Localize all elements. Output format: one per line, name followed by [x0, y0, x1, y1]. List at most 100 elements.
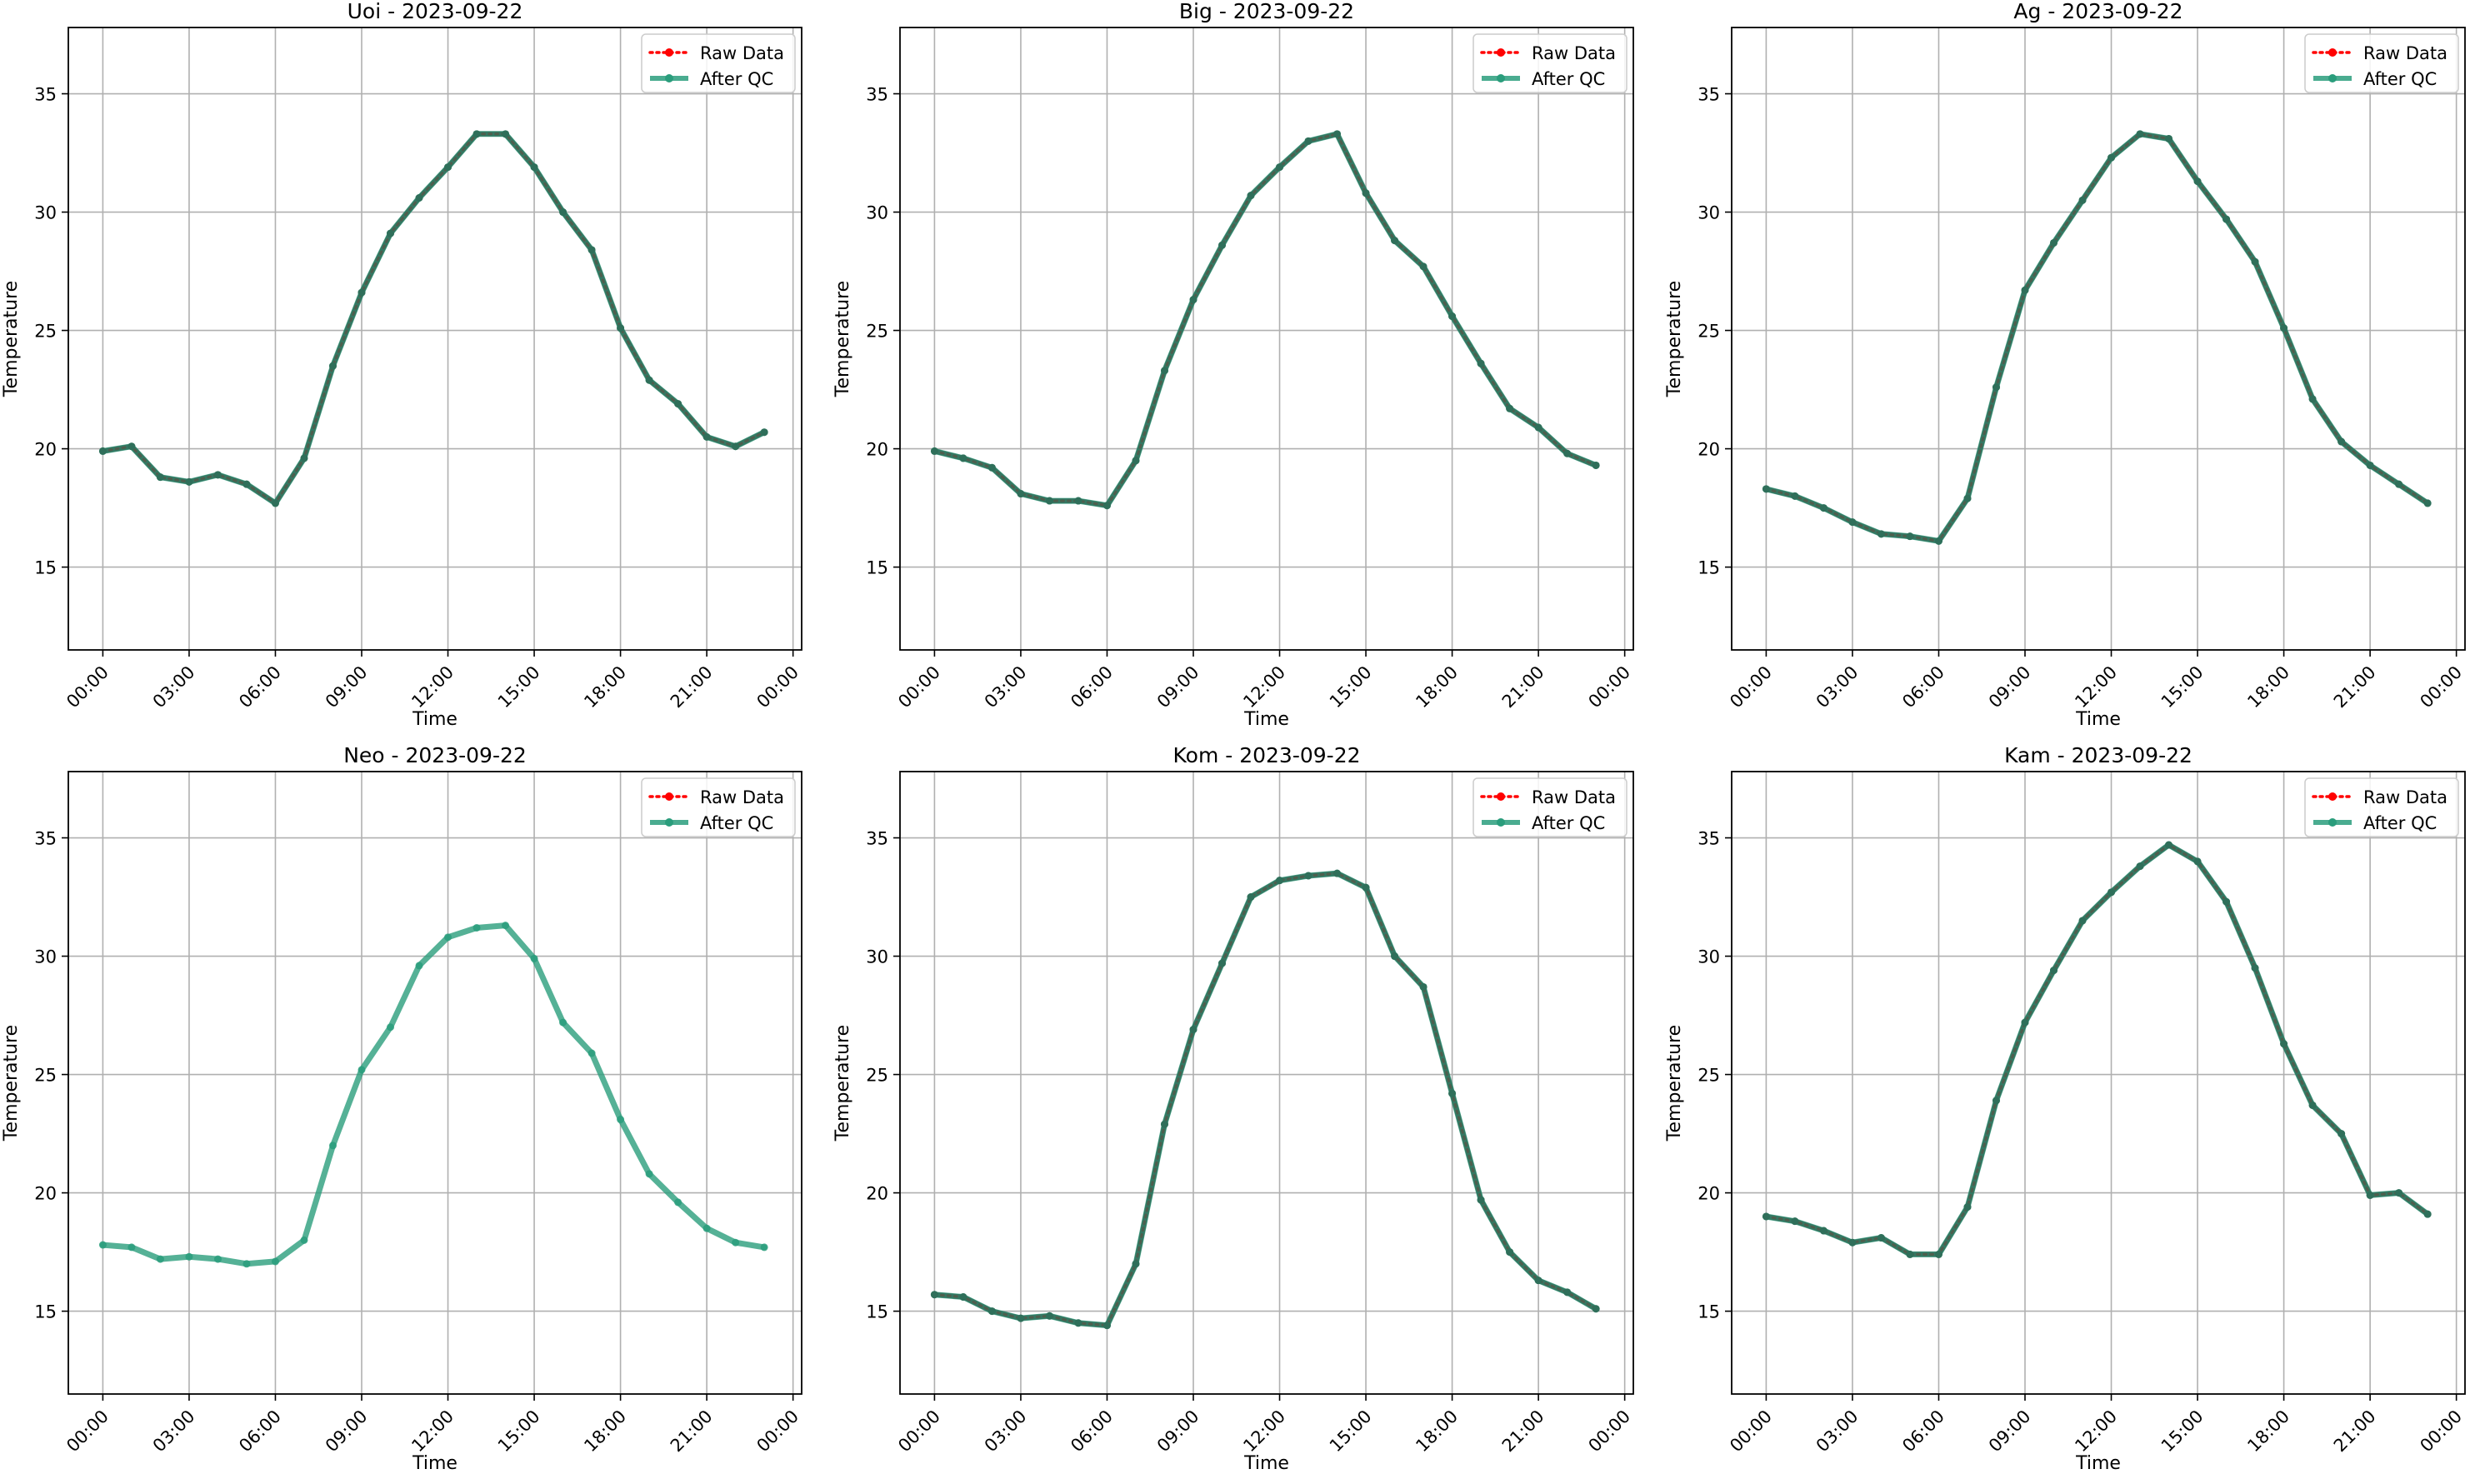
data-point-after-qc-overlay: [1762, 1212, 1770, 1221]
legend-marker-after-qc: [665, 74, 673, 82]
data-point-after-qc-overlay: [1160, 367, 1168, 375]
legend-label: Raw Data: [700, 787, 784, 807]
data-point-after-qc-overlay: [1017, 490, 1025, 498]
data-point-after-qc: [645, 1170, 653, 1178]
data-point-after-qc-overlay: [1391, 952, 1399, 961]
data-point-after-qc-overlay: [271, 499, 279, 507]
data-point-after-qc-overlay: [2136, 862, 2144, 871]
data-point-after-qc-overlay: [674, 400, 682, 408]
data-point-after-qc-overlay: [1762, 485, 1770, 493]
data-point-after-qc-overlay: [2050, 238, 2058, 247]
x-tick-label: 00:00: [62, 1407, 112, 1457]
x-tick-label: 06:00: [1067, 1407, 1117, 1457]
legend: Raw Data After QC: [1472, 777, 1628, 837]
series-line-after-qc: [931, 131, 1599, 509]
data-point-after-qc-overlay: [1247, 192, 1255, 200]
data-point-after-qc-overlay: [1963, 1203, 1972, 1212]
series-line-after-qc: [1762, 131, 2431, 544]
data-point-after-qc-overlay: [2395, 480, 2403, 488]
series-line-after-qc-overlay: [102, 131, 766, 506]
x-tick-label: 18:00: [580, 662, 630, 712]
data-point-after-qc-overlay: [1132, 1260, 1140, 1268]
y-tick-label: 15: [866, 558, 888, 578]
x-tick-label: 00:00: [2416, 1407, 2466, 1457]
y-tick-label: 20: [34, 440, 57, 460]
chart-title: Ag - 2023-09-22: [2013, 0, 2182, 23]
x-axis-label: Time: [2075, 1453, 2121, 1474]
legend-marker-raw-data: [2328, 48, 2337, 57]
data-point-after-qc-overlay: [185, 477, 193, 486]
data-point-after-qc: [185, 1252, 193, 1261]
y-tick-label: 30: [1698, 203, 1720, 223]
x-tick-label: 12:00: [408, 662, 458, 712]
data-point-after-qc-overlay: [959, 454, 968, 462]
data-point-after-qc: [760, 1243, 768, 1252]
x-tick-label: 15:00: [2158, 662, 2208, 712]
y-tick-label: 25: [1698, 322, 1720, 342]
legend-label: Raw Data: [2363, 787, 2448, 807]
data-point-after-qc-overlay: [328, 362, 337, 370]
x-tick-label: 18:00: [1412, 1407, 1462, 1457]
axes-frame: [68, 771, 802, 1395]
legend: Raw Data After QC: [2304, 777, 2459, 837]
data-point-after-qc-overlay: [1419, 262, 1428, 271]
legend-marker-raw-data: [665, 48, 673, 57]
data-point-after-qc-overlay: [1074, 1319, 1082, 1327]
data-point-after-qc-overlay: [2108, 153, 2116, 162]
data-point-after-qc-overlay: [1592, 461, 1600, 469]
data-point-after-qc-overlay: [444, 163, 452, 172]
x-tick-label: 21:00: [667, 662, 717, 712]
y-tick-label: 15: [866, 1302, 888, 1322]
data-point-after-qc-overlay: [988, 1307, 996, 1316]
axes-frame: [1731, 27, 2466, 651]
data-point-after-qc-overlay: [1906, 532, 1914, 541]
data-point-after-qc-overlay: [1304, 137, 1312, 145]
x-tick-label: 15:00: [2158, 1407, 2208, 1457]
data-point-after-qc-overlay: [1419, 982, 1428, 991]
chart-title: Kom - 2023-09-22: [1173, 743, 1361, 767]
y-tick-label: 30: [1698, 947, 1720, 967]
legend-marker-after-qc: [1497, 818, 1505, 827]
data-point-after-qc-overlay: [1563, 449, 1572, 457]
x-tick-label: 09:00: [322, 1407, 372, 1457]
legend-label: Raw Data: [2363, 43, 2448, 63]
y-tick-label: 35: [866, 85, 888, 105]
series-line-after-qc-overlay: [1765, 131, 2429, 544]
legend-marker-after-qc: [2328, 74, 2337, 82]
series-line-after-qc-overlay: [934, 871, 1598, 1328]
data-point-after-qc-overlay: [1563, 1288, 1572, 1297]
x-tick-label: 06:00: [1898, 662, 1948, 712]
data-point-after-qc-overlay: [1448, 1089, 1457, 1097]
data-point-after-qc-overlay: [1102, 502, 1111, 510]
x-tick-label: 03:00: [149, 1407, 199, 1457]
x-tick-label: 21:00: [667, 1407, 717, 1457]
series-line-after-qc-overlay: [933, 131, 1598, 508]
data-point-after-qc-overlay: [2136, 130, 2144, 138]
legend-label: Raw Data: [1532, 787, 1616, 807]
data-point-after-qc-overlay: [387, 229, 395, 237]
data-point-after-qc-overlay: [1160, 1120, 1168, 1128]
data-point-after-qc-overlay: [1506, 404, 1514, 412]
data-point-after-qc-overlay: [2021, 1018, 2029, 1027]
data-point-after-qc-overlay: [1877, 1234, 1885, 1242]
y-axis-label: Temperature: [1664, 1025, 1685, 1142]
y-tick-label: 30: [34, 947, 57, 967]
data-point-after-qc-overlay: [1102, 1322, 1111, 1330]
data-point-after-qc: [502, 922, 510, 930]
series-line-after-qc: [931, 870, 1599, 1329]
y-axis-label: Temperature: [1664, 281, 1685, 397]
x-tick-label: 00:00: [1726, 1407, 1776, 1457]
y-tick-label: 20: [1698, 1184, 1720, 1204]
x-tick-label: 15:00: [1326, 1407, 1376, 1457]
data-point-after-qc-overlay: [1189, 296, 1198, 304]
data-point-after-qc-overlay: [300, 454, 308, 462]
y-tick-label: 15: [1698, 558, 1720, 578]
legend-label: Raw Data: [700, 43, 784, 63]
data-point-after-qc-overlay: [2308, 395, 2317, 403]
data-point-after-qc-overlay: [760, 428, 768, 437]
data-point-after-qc-overlay: [2078, 917, 2087, 925]
x-tick-label: 00:00: [1726, 662, 1776, 712]
x-tick-label: 09:00: [322, 662, 372, 712]
data-point-after-qc-overlay: [1506, 1248, 1514, 1257]
